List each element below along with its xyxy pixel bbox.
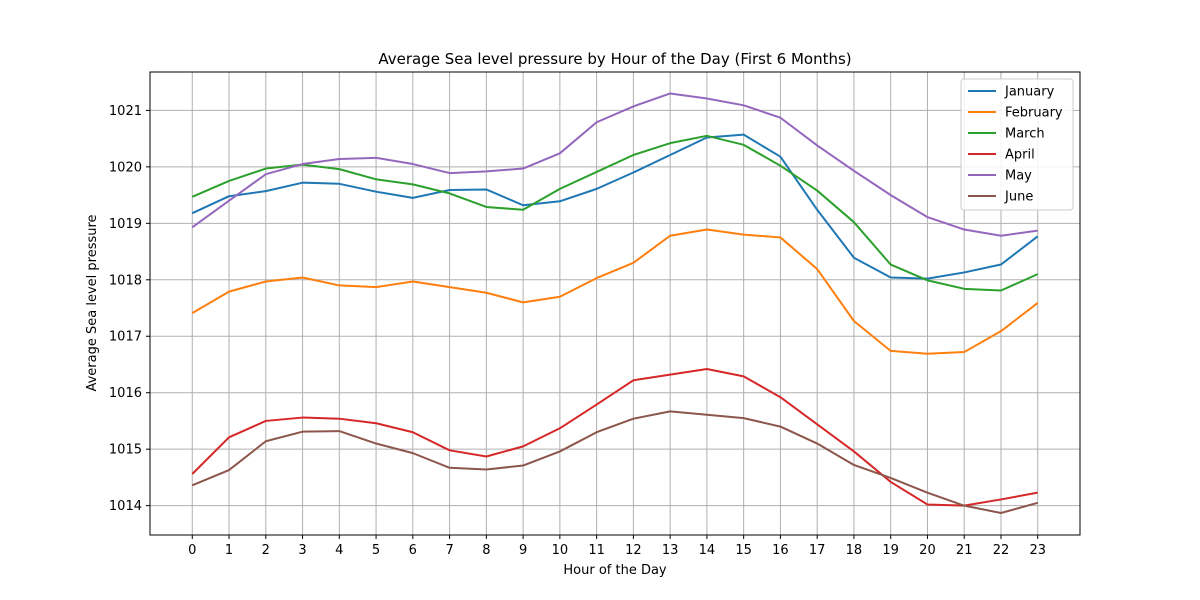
x-axis: 0 1 2 3 4 5 6 7 8 9 10 11 12 13 14 15 16 17 18 19 20 21 22 23: [188, 535, 1046, 558]
legend-label: May: [1005, 169, 1032, 184]
y-tick-label: 1017: [109, 330, 142, 345]
x-tick-label: 12: [625, 543, 642, 558]
series-lines: [191, 92, 1039, 514]
x-tick-label: 22: [993, 543, 1010, 558]
series-line-april: [191, 368, 1038, 507]
series-line-may: [191, 92, 1038, 237]
x-tick-label: 17: [809, 543, 826, 558]
x-tick-label: 3: [298, 543, 306, 558]
series-line-march: [191, 134, 1039, 292]
y-tick-label: 1014: [109, 499, 142, 514]
x-axis-label: Hour of the Day: [563, 563, 667, 578]
x-tick-label: 20: [919, 543, 936, 558]
grid: [150, 72, 1080, 535]
y-axis: 1014 1015 1016 1017 1018 1019 1020 1021: [109, 104, 150, 514]
x-tick-label: 14: [699, 543, 716, 558]
y-tick-label: 1019: [109, 217, 142, 232]
y-tick-label: 1016: [109, 386, 142, 401]
legend: January February March April May June: [960, 78, 1074, 211]
chart-title: Average Sea level pressure by Hour of th…: [378, 50, 851, 68]
y-tick-label: 1015: [109, 443, 142, 458]
y-tick-label: 1021: [109, 104, 142, 119]
x-tick-label: 4: [335, 543, 343, 558]
x-tick-label: 11: [588, 543, 605, 558]
y-axis-label: Average Sea level pressure: [85, 214, 100, 391]
x-tick-label: 1: [225, 543, 233, 558]
x-tick-label: 21: [956, 543, 973, 558]
plot-frame: [149, 71, 1081, 536]
y-tick-label: 1020: [109, 160, 142, 175]
x-tick-label: 23: [1029, 543, 1046, 558]
y-tick-label: 1018: [109, 273, 142, 288]
legend-label: January: [1004, 85, 1055, 100]
x-tick-label: 16: [772, 543, 789, 558]
series-line-february: [191, 228, 1039, 355]
series-line-june: [191, 410, 1038, 514]
x-tick-label: 6: [409, 543, 417, 558]
legend-label: March: [1005, 127, 1045, 142]
x-tick-label: 19: [882, 543, 899, 558]
legend-label: June: [1004, 190, 1033, 205]
x-tick-label: 18: [846, 543, 863, 558]
x-tick-label: 10: [552, 543, 569, 558]
x-tick-label: 2: [262, 543, 270, 558]
x-tick-label: 5: [372, 543, 380, 558]
series-line-january: [191, 133, 1039, 280]
x-tick-label: 13: [662, 543, 679, 558]
legend-label: April: [1005, 148, 1035, 163]
x-tick-label: 7: [445, 543, 453, 558]
x-tick-label: 8: [482, 543, 490, 558]
legend-label: February: [1005, 106, 1063, 121]
x-tick-label: 0: [188, 543, 196, 558]
x-tick-label: 9: [519, 543, 527, 558]
x-tick-label: 15: [735, 543, 752, 558]
